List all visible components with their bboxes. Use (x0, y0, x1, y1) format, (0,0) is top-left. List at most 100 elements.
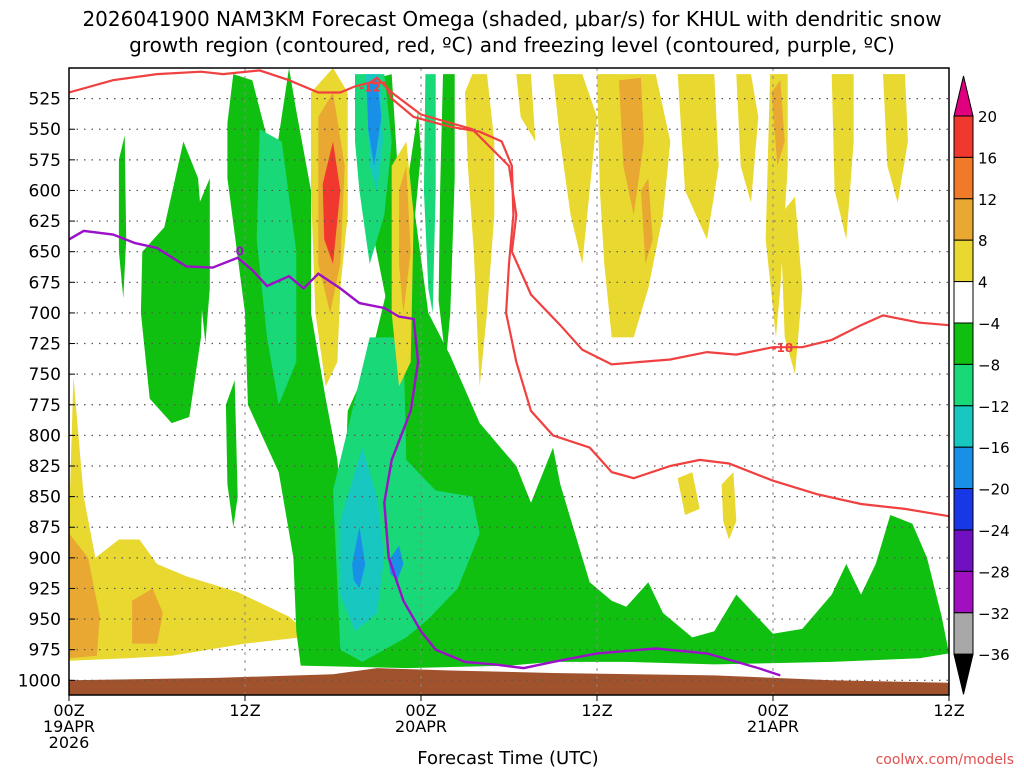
colorbar-label-12: −32 (978, 605, 1010, 623)
chart-title-line1: 2026041900 NAM3KM Forecast Omega (shaded… (82, 7, 941, 31)
y-tick-label-900: 900 (29, 549, 61, 569)
colorbar-label-4: 4 (978, 274, 988, 292)
y-tick-label-650: 650 (29, 243, 61, 263)
colorbar-label-8: −16 (978, 439, 1010, 457)
x-tick-year-0: 2026 (49, 733, 90, 752)
plot-frame (68, 67, 950, 696)
y-tick-label-850: 850 (29, 488, 61, 508)
colorbar-box-11 (953, 570, 974, 614)
chart-title-line2: growth region (contoured, red, ºC) and f… (129, 33, 895, 57)
colorbar-label-5: −4 (978, 315, 1000, 333)
x-tick-label-48: 00Z (757, 701, 788, 720)
omega-area-yellow-upper-right-f (736, 74, 759, 203)
x-axis-label: Forecast Time (UTC) (417, 748, 598, 768)
colorbar-label-6: −8 (978, 356, 1000, 374)
colorbar-label-1: 16 (978, 149, 997, 167)
dendritic-minus12-line (69, 69, 949, 518)
axes: 525 550 575 600 625 650 675 700 725 750 775 800 825 8… (18, 67, 965, 752)
omega-area-teal-low-core (340, 447, 385, 632)
omega-area-low-orange-a (69, 533, 100, 659)
colorbar-label-9: −20 (978, 481, 1010, 499)
colorbar-box-7 (953, 405, 974, 448)
y-tick-label-600: 600 (29, 181, 61, 201)
colorbar-box-0 (953, 115, 974, 158)
dendritic-minus18-label: -18 (772, 341, 794, 355)
colorbar-box-9 (953, 488, 974, 531)
colorbar-box-8 (953, 446, 974, 490)
y-tick-label-825: 825 (29, 457, 61, 477)
omega-area-orange-upper-right-b (771, 80, 785, 166)
colorbar-box-6 (953, 363, 974, 407)
colorbar-box-10 (953, 529, 974, 572)
x-tick-label-0: 00Z (53, 701, 84, 720)
y-tick-label-675: 675 (29, 273, 61, 293)
omega-area-green-12z-low (225, 380, 238, 528)
y-tick-label-725: 725 (29, 335, 61, 355)
colorbar-box-1 (953, 156, 974, 200)
y-tick-label-950: 950 (29, 610, 61, 630)
dendritic-minus18-line (369, 76, 949, 366)
colorbar-label-10: −24 (978, 522, 1010, 540)
y-tick-label-1000: 1000 (18, 671, 61, 691)
omega-area-low-yellow-left (69, 376, 311, 661)
credit-label: coolwx.com/models (876, 752, 1014, 768)
omega-area-green-left-blob (140, 141, 204, 424)
omega-area-orange-mid-col-b (399, 166, 411, 313)
omega-area-yellow-upper-right (465, 74, 495, 387)
y-tick-label-550: 550 (29, 120, 61, 140)
y-tick-label-750: 750 (29, 365, 61, 385)
colorbar-label-13: −36 (978, 646, 1010, 664)
plot-area: -12 -18 0 (69, 68, 949, 695)
y-tick-label-700: 700 (29, 304, 61, 324)
colorbar-label-11: −28 (978, 563, 1010, 581)
omega-area-yellow-right-low (721, 472, 737, 540)
colorbar-label-0: 20 (978, 108, 997, 126)
omega-area-cyan-left-col (256, 129, 297, 405)
omega-area-yellow-upper-right-i (883, 74, 908, 203)
colorbar-box-5 (953, 322, 974, 365)
omega-area-cyan-right-col (423, 74, 436, 313)
x-tick-label-12: 12Z (229, 701, 260, 720)
y-tick-label-925: 925 (29, 579, 61, 599)
omega-area-green-12z-col (199, 178, 210, 344)
omega-area-green-right-col (438, 74, 455, 362)
omega-area-yellow-upper-right-b (516, 74, 536, 142)
colorbar-box-4 (953, 281, 974, 324)
colorbar-bottom-triangle (953, 653, 974, 695)
y-tick-label-625: 625 (29, 212, 61, 232)
y-tick-label-575: 575 (29, 151, 61, 171)
dendritic-minus12-label: -12 (359, 80, 381, 94)
colorbar-label-3: 8 (978, 232, 988, 250)
colorbar-box-12 (953, 612, 974, 655)
x-tick-date-48: 21APR (747, 717, 799, 736)
y-tick-label-800: 800 (29, 426, 61, 446)
y-tick-label-525: 525 (29, 90, 61, 110)
freezing-level-line (69, 229, 781, 677)
omega-area-blue-mid-col (366, 77, 382, 166)
colorbar-box-3 (953, 239, 974, 283)
colorbar: 20 16 12 8 4 −4 −8 −12 −16 −20 −24 −28 −32 −36 (953, 75, 1010, 695)
y-tick-label-875: 875 (29, 518, 61, 538)
omega-area-orange-upper-right (619, 77, 644, 215)
omega-area-yellow-upper-right-h (831, 74, 854, 240)
colorbar-label-7: −12 (978, 398, 1010, 416)
colorbar-top-triangle (953, 75, 974, 117)
x-tick-label-24: 00Z (405, 701, 436, 720)
x-tick-label-36: 12Z (581, 701, 612, 720)
freezing-level-label: 0 (236, 245, 244, 259)
y-tick-label-975: 975 (29, 641, 61, 661)
omega-area-yellow-upper-right-e (677, 74, 719, 240)
omega-area-yellow-upper-right-c (553, 74, 597, 264)
colorbar-label-2: 12 (978, 191, 997, 209)
y-tick-label-775: 775 (29, 396, 61, 416)
omega-area-blue-low-a (352, 527, 366, 589)
colorbar-box-2 (953, 198, 974, 241)
omega-area-yellow-right-low-b (677, 472, 700, 515)
omega-area-red-mid-col (322, 141, 341, 264)
x-tick-label-60: 12Z (933, 701, 964, 720)
x-tick-date-0: 19APR (43, 717, 95, 736)
x-tick-date-24: 20APR (395, 717, 447, 736)
omega-area-yellow-right-col (780, 196, 803, 375)
terrain-fill (69, 668, 949, 695)
